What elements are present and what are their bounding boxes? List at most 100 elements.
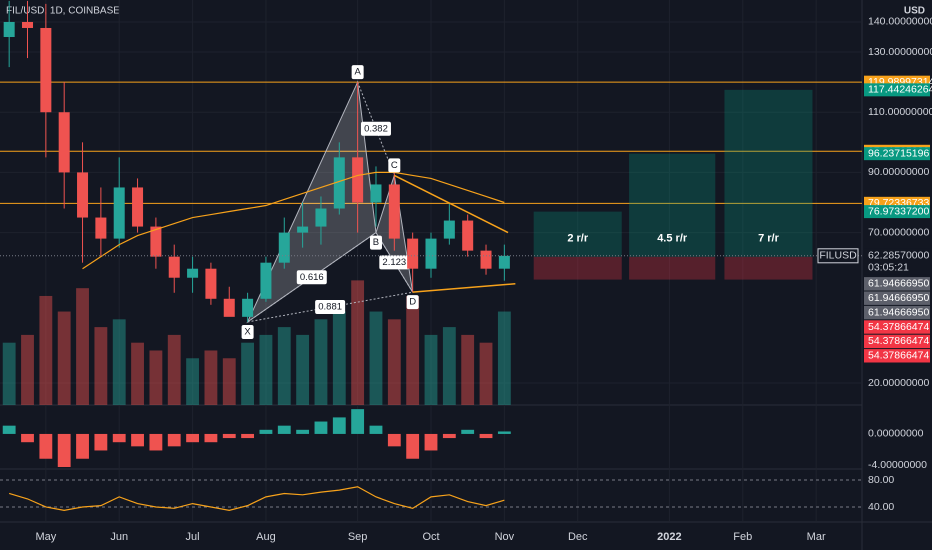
candle-body [370,184,382,203]
candle-body [498,255,510,269]
volume-bar [57,311,71,405]
loss-zone [533,256,622,280]
moving-average [82,171,505,270]
trend-line [393,174,509,234]
candle-body [168,256,180,278]
macd-bar [314,421,328,434]
macd-bar [21,433,34,443]
price-tag [864,277,930,291]
macd-bar [222,433,236,439]
price-tag-label: 117.44246264 [868,84,932,96]
candle-body [113,187,125,239]
volume-bar [167,334,181,405]
macd-bar [2,425,16,434]
price-tag [864,349,930,363]
candle-body [205,268,217,299]
macd-bar [351,409,365,434]
price-tag-label: 61.94666950 [868,278,929,290]
point-label: A [354,67,361,78]
ratio-label: 0.616 [300,272,324,283]
loss-zone [629,256,716,280]
position-label: 7 r/r [758,233,780,245]
ratio-box [379,255,410,270]
volume-bar [461,334,475,405]
candle-body [425,238,437,269]
price-tag [864,334,930,349]
macd-bar [479,433,493,439]
candle-body [462,220,474,251]
macd-bar [332,417,346,434]
candle-body [40,27,52,113]
macd-bar [259,429,273,434]
profit-zone [724,89,813,257]
macd-bar [131,433,144,447]
x-tick-label: May [35,531,56,543]
macd-bar [387,433,401,447]
volume-bar [296,334,310,405]
candle-body [407,238,419,269]
macd-tick-label: -4.00000000 [868,459,927,471]
candle-body [315,208,327,227]
candle-body [3,21,15,38]
candle-body [480,250,492,269]
volume-bar [351,280,365,405]
volume-bar [259,334,273,405]
macd-tick-label: 0.00000000 [868,428,924,440]
point-box [406,295,419,310]
candle-body [187,268,199,278]
ratio-box [360,121,391,136]
point-box [241,324,254,339]
volume-bar [222,358,236,405]
chart-title: FIL/USD, 1D, COINBASE [6,6,120,17]
macd-bar [241,433,255,439]
price-tag-label: 96.23715196 [868,147,929,159]
y-tick-label: 130.00000000 [868,46,932,58]
candle-body [352,157,364,203]
position-label: 2 r/r [567,233,589,245]
volume-bar [241,342,255,405]
macd-bar [186,433,199,443]
point-label: D [409,297,416,308]
x-tick-label: Oct [422,531,439,543]
volume-bar [2,342,16,405]
loss-zone [724,256,813,280]
volume-bar [332,311,346,405]
last-name-box [817,248,859,264]
position-label: 4.5 r/r [657,233,688,245]
volume-bar [424,334,438,405]
volume-bar [204,350,218,405]
countdown: 03:05:21 [868,262,909,274]
price-tag [864,320,930,334]
point-box [388,158,401,173]
x-tick-label: Aug [256,531,276,543]
point-box [369,235,382,250]
macd-bar [369,425,383,434]
candle-body [333,157,345,209]
macd-bar [112,433,126,443]
price-tag [864,291,930,305]
point-label: B [373,237,379,248]
volume-bar [497,311,511,405]
volume-bar [112,319,126,405]
currency: USD [904,6,925,17]
price-tag-label: 76.97337200 [868,205,929,217]
point-box [351,65,364,80]
rsi-tick-label: 40.00 [868,501,894,513]
volume-bar [387,319,401,405]
price-tag-label: 54.37866474 [868,350,929,362]
price-tag-label: 61.94666950 [868,292,929,304]
macd-bar [167,433,181,447]
volume-bar [21,334,34,405]
x-tick-label: Mar [807,531,826,543]
ratio-label: 0.382 [364,123,388,134]
point-label: X [244,326,251,337]
price-tag [864,305,930,320]
volume-bar [76,288,89,405]
y-tick-label: 90.00000000 [868,166,929,178]
volume-bar [149,350,163,405]
macd-bar [94,433,108,451]
rsi-line [9,486,505,511]
ratio-box [296,270,327,285]
volume-bar [314,319,328,405]
point-label: C [391,160,398,171]
